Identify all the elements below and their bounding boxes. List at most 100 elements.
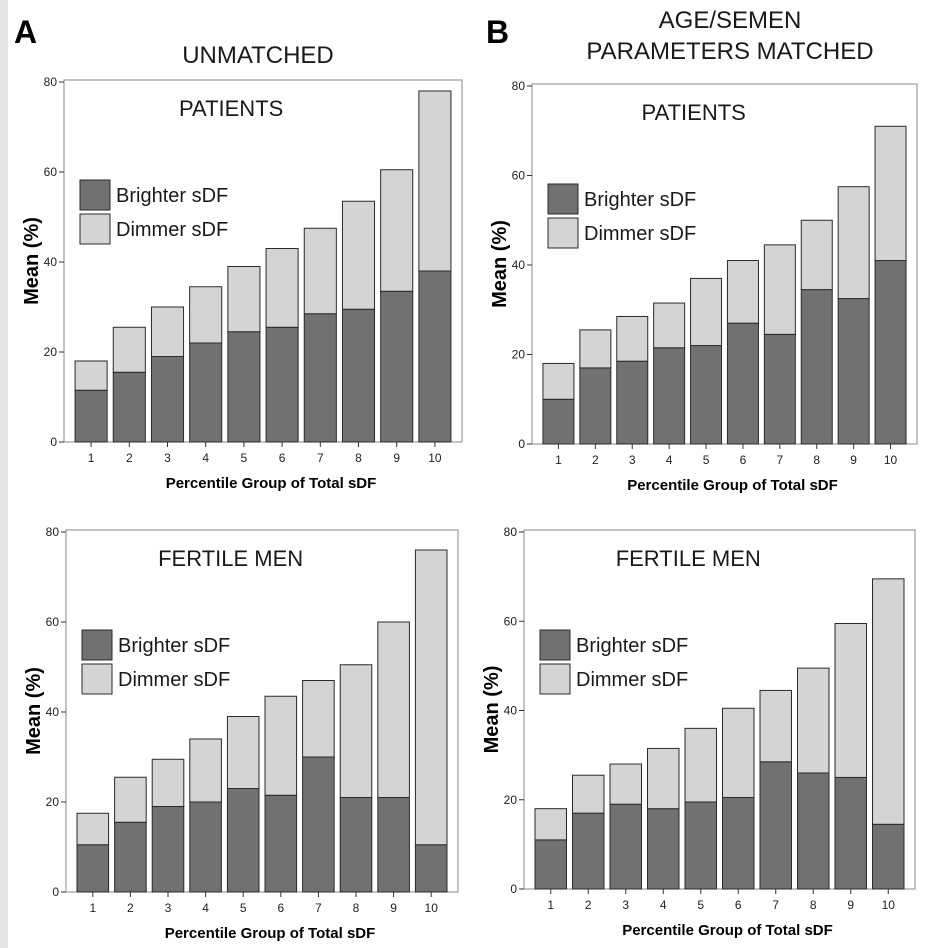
panel-title: FERTILE MEN — [158, 546, 303, 571]
bar-dimmer-9 — [834, 622, 867, 778]
y-tick-label: 20 — [46, 795, 60, 809]
x-tick-label: 4 — [660, 898, 667, 912]
y-tick-label: 0 — [518, 437, 525, 451]
bar-dimmer-9 — [380, 169, 414, 292]
x-tick-label: 6 — [735, 898, 742, 912]
bar-dimmer-7 — [759, 689, 792, 763]
y-tick-label: 20 — [504, 793, 518, 807]
bar-brighter-3 — [150, 356, 185, 443]
bar-brighter-7 — [759, 761, 792, 890]
bar-brighter-7 — [763, 333, 796, 445]
bar-dimmer-9 — [837, 186, 870, 300]
x-tick-label: 1 — [88, 451, 95, 465]
y-tick-label: 60 — [44, 165, 58, 179]
bar-brighter-10 — [872, 823, 905, 890]
bar-dimmer-4 — [189, 738, 222, 803]
legend-label-brighter: Brighter sDF — [116, 185, 228, 207]
legend-label-brighter: Brighter sDF — [584, 189, 696, 211]
bar-brighter-5 — [690, 345, 723, 445]
legend-swatch-dimmer — [547, 217, 579, 249]
bar-dimmer-2 — [572, 774, 605, 814]
x-tick-label: 4 — [202, 451, 209, 465]
y-axis-label: Mean (%) — [23, 667, 45, 755]
y-tick-label: 60 — [504, 614, 518, 628]
x-tick-label: 7 — [317, 451, 324, 465]
bar-brighter-3 — [609, 803, 642, 890]
bar-brighter-6 — [722, 797, 755, 890]
bar-brighter-5 — [227, 331, 261, 443]
legend-swatch-brighter — [539, 629, 571, 661]
bar-dimmer-8 — [797, 667, 830, 774]
x-tick-label: 1 — [89, 901, 96, 915]
bar-brighter-4 — [189, 342, 223, 443]
bar-brighter-1 — [534, 839, 567, 890]
bar-brighter-8 — [341, 308, 376, 443]
legend-swatch-dimmer — [79, 213, 111, 245]
bar-dimmer-5 — [227, 266, 261, 333]
bar-brighter-8 — [800, 289, 833, 445]
y-tick-label: 0 — [510, 882, 517, 896]
chart-patients-unmatched: 0 20 40 60 80 1 2 3 4 5 6 7 8 9 10 PATIENTS Brighter sDF… — [21, 75, 463, 492]
bar-dimmer-5 — [690, 277, 723, 347]
x-tick-label: 8 — [355, 451, 362, 465]
bar-dimmer-4 — [189, 286, 223, 344]
y-axis-label: Mean (%) — [21, 217, 43, 305]
x-tick-label: 9 — [390, 901, 397, 915]
bar-brighter-4 — [647, 808, 680, 890]
legend-swatch-dimmer — [81, 663, 113, 695]
bar-dimmer-1 — [534, 808, 567, 841]
bar-dimmer-2 — [112, 326, 146, 373]
bar-brighter-9 — [377, 797, 410, 893]
y-tick-label: 60 — [512, 169, 526, 183]
bar-dimmer-1 — [542, 362, 575, 400]
x-tick-label: 3 — [165, 901, 172, 915]
x-tick-label: 4 — [666, 453, 673, 467]
x-tick-label: 10 — [884, 453, 898, 467]
x-tick-label: 10 — [882, 898, 896, 912]
bar-dimmer-10 — [418, 90, 452, 272]
bar-dimmer-7 — [302, 680, 335, 758]
column-b-title-line2: PARAMETERS MATCHED — [586, 38, 874, 65]
bar-dimmer-6 — [265, 248, 299, 328]
bar-dimmer-2 — [579, 329, 612, 369]
x-tick-label: 7 — [772, 898, 779, 912]
bar-dimmer-8 — [800, 219, 833, 291]
bar-brighter-8 — [797, 772, 830, 890]
bar-dimmer-7 — [763, 244, 796, 335]
bar-brighter-3 — [616, 360, 649, 445]
column-b-title-line1: AGE/SEMEN — [658, 7, 802, 34]
x-axis-label: Percentile Group of Total sDF — [165, 925, 376, 942]
x-tick-label: 7 — [777, 453, 784, 467]
x-axis-label: Percentile Group of Total sDF — [166, 475, 377, 492]
y-tick-label: 20 — [512, 348, 526, 362]
chart-patients-matched: 0 20 40 60 80 1 2 3 4 5 6 7 8 9 10 PATIENTS Brighter sDF… — [489, 79, 918, 494]
legend-label-dimmer: Dimmer sDF — [116, 219, 228, 241]
x-tick-label: 6 — [740, 453, 747, 467]
y-tick-label: 0 — [52, 885, 59, 899]
y-tick-label: 60 — [46, 615, 60, 629]
legend-label-dimmer: Dimmer sDF — [584, 223, 696, 245]
legend-label-brighter: Brighter sDF — [118, 635, 230, 657]
bar-dimmer-8 — [339, 664, 373, 798]
y-tick-label: 80 — [44, 75, 58, 89]
bar-dimmer-2 — [114, 776, 147, 823]
bar-brighter-2 — [572, 812, 605, 890]
y-tick-label: 40 — [46, 705, 60, 719]
bar-dimmer-4 — [653, 302, 686, 349]
x-tick-label: 2 — [126, 451, 133, 465]
x-tick-label: 3 — [164, 451, 171, 465]
x-tick-label: 1 — [555, 453, 562, 467]
bar-brighter-5 — [226, 788, 260, 893]
x-tick-label: 5 — [697, 898, 704, 912]
bar-dimmer-6 — [726, 260, 759, 324]
bar-brighter-4 — [189, 801, 222, 893]
bar-brighter-3 — [151, 806, 185, 893]
bar-dimmer-5 — [226, 716, 260, 789]
y-axis-label: Mean (%) — [481, 666, 503, 754]
x-tick-label: 5 — [241, 451, 248, 465]
bar-brighter-2 — [112, 371, 146, 443]
bar-brighter-9 — [837, 298, 870, 445]
bar-brighter-7 — [302, 756, 335, 893]
bar-brighter-10 — [874, 260, 907, 445]
x-tick-label: 10 — [428, 451, 442, 465]
